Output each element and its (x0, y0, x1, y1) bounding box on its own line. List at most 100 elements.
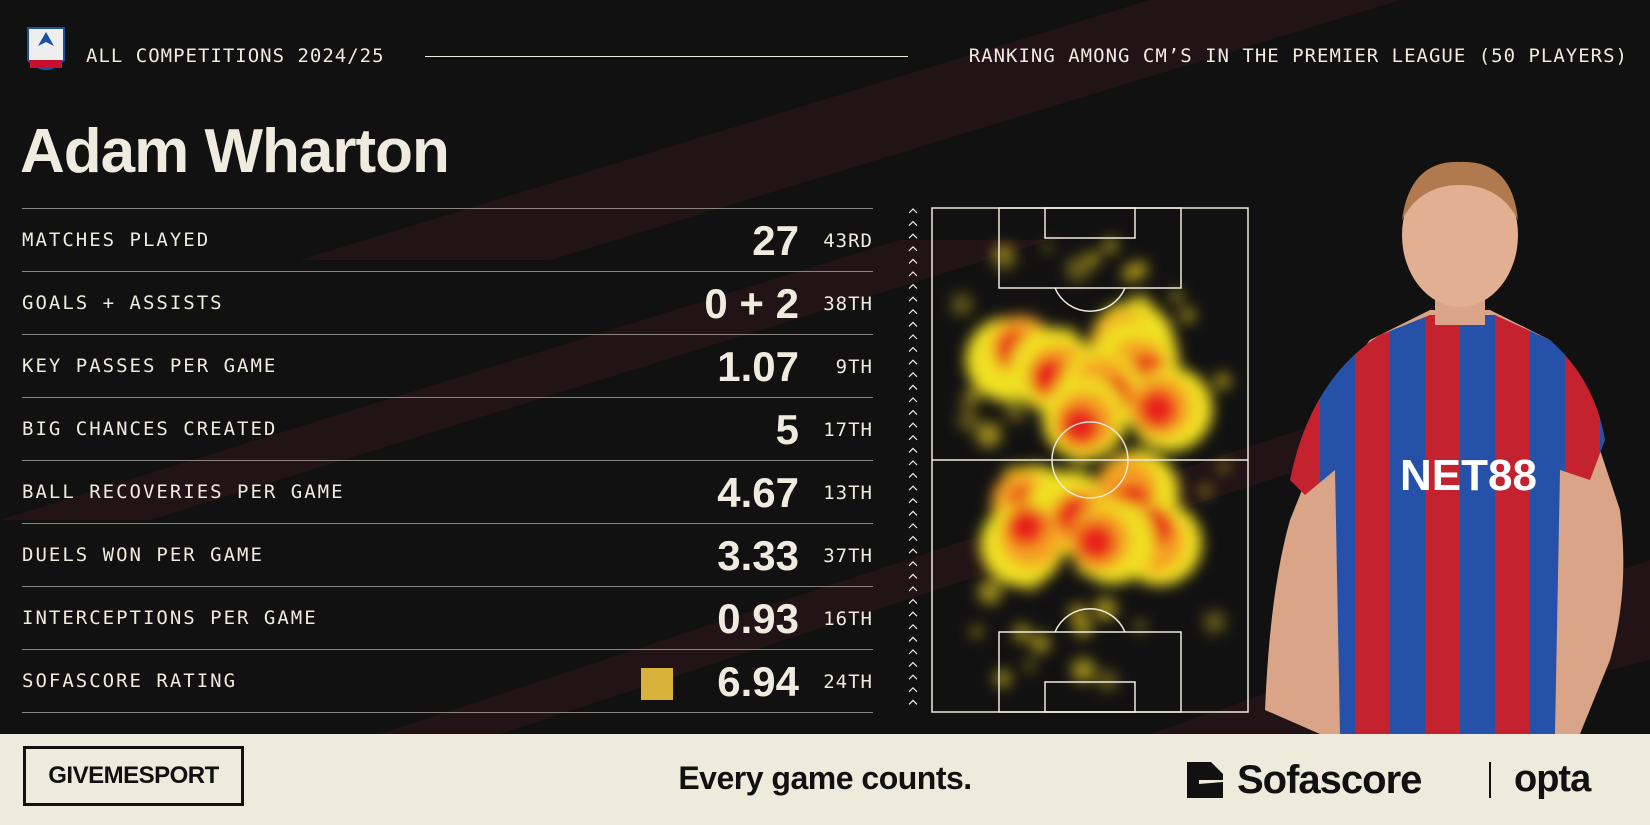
stat-rank: 16TH (823, 608, 873, 630)
direction-arrow (908, 586, 918, 592)
direction-arrow (908, 472, 918, 479)
heat-spot (1218, 461, 1229, 472)
stat-label: SOFASCORE RATING (22, 670, 238, 692)
heat-spot (1059, 405, 1100, 446)
heat-spot (1069, 603, 1087, 621)
partner-logo: Sofascore (1237, 758, 1422, 802)
direction-arrow (908, 686, 918, 693)
heat-spot (1030, 633, 1051, 654)
direction-arrow (908, 397, 918, 403)
direction-arrow (908, 208, 918, 214)
direction-arrow (908, 611, 918, 617)
heat-spot (1024, 660, 1035, 671)
heat-spot (1133, 619, 1147, 634)
heat-spot (1102, 238, 1118, 254)
stat-rank: 17TH (823, 419, 873, 441)
stat-label: INTERCEPTIONS PER GAME (22, 607, 318, 629)
heat-spot (1086, 251, 1101, 266)
footer: GIVEMESPORT Every game counts. Sofascore… (0, 734, 1650, 825)
direction-arrow (908, 271, 918, 277)
heat-spot (960, 392, 979, 410)
heat-spot (1013, 624, 1031, 642)
stat-value: 3.33 (717, 532, 799, 579)
direction-arrow (908, 296, 918, 302)
heat-spot (1121, 265, 1138, 283)
stat-value: 0 + 2 (704, 280, 799, 327)
direction-arrow (908, 422, 918, 428)
direction-arrow (908, 573, 918, 579)
stat-row: KEY PASSES PER GAME 1.07 9TH (22, 335, 873, 398)
stat-value: 0.93 (717, 595, 799, 642)
heat-spot (970, 625, 983, 638)
tagline: Every game counts. (678, 760, 972, 796)
direction-arrow (908, 623, 918, 630)
stat-rank: 13TH (823, 482, 873, 504)
heat-spot (951, 293, 973, 316)
partner-logo: opta (1514, 758, 1591, 800)
stat-row: BALL RECOVERIES PER GAME 4.67 13TH (22, 461, 873, 524)
direction-arrow (908, 674, 918, 680)
heat-spot (1004, 401, 1026, 423)
heat-spot (994, 669, 1012, 688)
direction-arrow (908, 220, 918, 227)
direction-arrow (908, 485, 918, 491)
stat-rank: 43RD (823, 230, 873, 252)
direction-arrow (908, 497, 918, 504)
competition: ALL COMPETITIONS 2024/25 (86, 45, 385, 67)
stat-row: SOFASCORE RATING 6.94 24TH (22, 650, 873, 713)
stat-value: 6.94 (717, 658, 799, 705)
direction-arrow (908, 346, 918, 353)
heat-spot (1073, 617, 1093, 638)
direction-arrow (908, 283, 918, 290)
stat-row: GOALS + ASSISTS 0 + 2 38TH (22, 272, 873, 335)
stat-label: BALL RECOVERIES PER GAME (22, 481, 345, 503)
direction-arrow (908, 371, 918, 378)
direction-arrow (908, 258, 918, 264)
separator (1489, 762, 1491, 798)
brand-logo: GIVEMESPORT (23, 746, 244, 806)
direction-arrow (908, 409, 918, 416)
stat-row: BIG CHANCES CREATED 5 17TH (22, 398, 873, 461)
heat-spot (1203, 611, 1226, 634)
stat-row: INTERCEPTIONS PER GAME 0.93 16TH (22, 587, 873, 650)
heatmap (908, 207, 1249, 713)
heat-spot (1137, 389, 1178, 430)
heat-spot (1042, 241, 1054, 253)
heat-spot (1097, 670, 1118, 691)
stat-label: KEY PASSES PER GAME (22, 355, 278, 377)
direction-arrow (908, 447, 918, 453)
player-photo: NET88 (1265, 161, 1624, 734)
stat-row: DUELS WON PER GAME 3.33 37TH (22, 524, 873, 587)
direction-arrow (908, 523, 918, 529)
stat-rank: 38TH (823, 293, 873, 315)
stat-label: BIG CHANCES CREATED (22, 418, 278, 440)
direction-arrow (908, 510, 918, 516)
direction-arrow (908, 334, 918, 340)
direction-arrow (908, 649, 918, 655)
direction-arrow (908, 434, 918, 441)
direction-arrow (908, 548, 918, 554)
club-crest (27, 27, 65, 70)
heat-spot (1179, 307, 1196, 324)
direction-arrow (908, 245, 918, 252)
stat-label: GOALS + ASSISTS (22, 292, 224, 314)
stat-label: DUELS WON PER GAME (22, 544, 264, 566)
direction-arrow (908, 460, 918, 466)
direction-arrow (908, 233, 918, 239)
heat-spot (957, 410, 979, 431)
stat-rank: 37TH (823, 545, 873, 567)
direction-arrow (908, 359, 918, 365)
ranking-note: RANKING AMONG CM’S IN THE PREMIER LEAGUE… (968, 45, 1628, 67)
stat-rank: 9TH (835, 356, 873, 378)
heat-spot (976, 422, 1002, 448)
header-rule (425, 56, 908, 57)
svg-text:NET88: NET88 (1400, 451, 1537, 500)
stat-value: 5 (775, 406, 799, 453)
direction-arrow (908, 384, 918, 390)
stat-value: 4.67 (717, 469, 799, 516)
stats-table: MATCHES PLAYED 27 43RD GOALS + ASSISTS 0 + 2… (22, 208, 873, 713)
heat-spot (1071, 658, 1096, 683)
heat-spot (1213, 372, 1231, 390)
direction-arrow (908, 661, 918, 668)
heat-spot (977, 579, 1003, 605)
